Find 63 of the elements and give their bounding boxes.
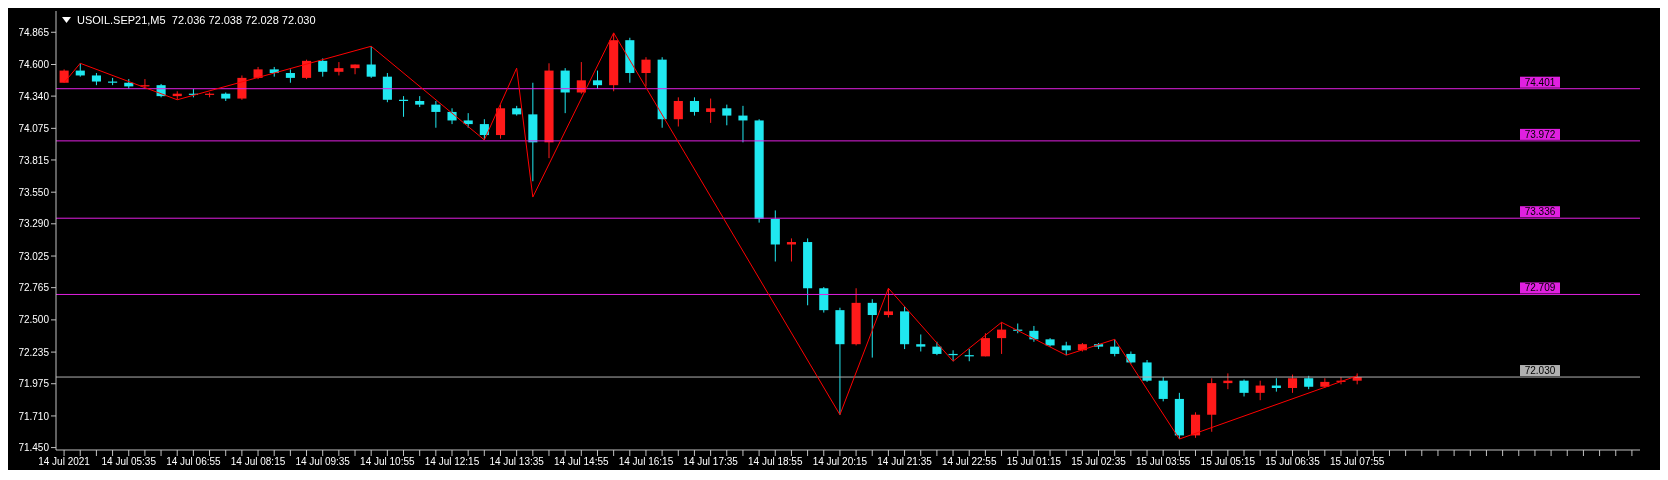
y-tick-label: 71.450 <box>18 442 50 454</box>
x-tick-label: 14 Jul 09:35 <box>295 456 351 468</box>
candlestick <box>867 298 877 359</box>
x-tick-label: 14 Jul 12:15 <box>424 456 480 468</box>
candlestick <box>1287 374 1298 394</box>
y-tick-label: 72.500 <box>18 314 50 326</box>
ref-line-label: 72.709 <box>1524 282 1556 294</box>
candlestick <box>706 98 716 124</box>
x-tick-label: 14 Jul 22:55 <box>941 456 997 468</box>
candlestick <box>673 96 683 128</box>
x-tick-label: 15 Jul 01:15 <box>1006 456 1062 468</box>
candlestick <box>334 61 344 76</box>
y-tick-label: 73.550 <box>18 186 50 198</box>
y-tick-label: 73.815 <box>18 154 50 166</box>
y-tick-label: 74.865 <box>18 26 50 38</box>
candlestick <box>689 96 700 117</box>
candlestick <box>722 104 732 126</box>
x-tick-label: 14 Jul 08:15 <box>230 456 286 468</box>
candlestick <box>738 105 748 143</box>
x-tick-label: 14 Jul 06:55 <box>166 456 222 468</box>
y-tick-label: 71.975 <box>18 378 50 390</box>
x-tick-label: 15 Jul 02:35 <box>1071 456 1127 468</box>
candlestick <box>302 59 312 80</box>
candlestick <box>819 286 829 314</box>
x-tick-label: 14 Jul 17:35 <box>683 456 739 468</box>
y-tick-label: 71.710 <box>18 410 50 422</box>
candlestick <box>366 45 376 79</box>
y-tick-label: 72.235 <box>18 346 50 358</box>
candlestick <box>883 287 893 318</box>
x-tick-label: 14 Jul 18:55 <box>748 456 803 468</box>
chart-title: USOIL.SEP21,M5 72.036 72.038 72.028 72.030 <box>77 14 316 26</box>
ref-line-label: 73.336 <box>1524 206 1556 218</box>
candlestick <box>479 118 489 141</box>
x-tick-label: 15 Jul 07:55 <box>1329 456 1385 468</box>
x-tick-label: 14 Jul 13:35 <box>489 456 545 468</box>
ref-line-label: 72.030 <box>1524 365 1556 377</box>
y-tick-label: 74.600 <box>18 59 50 71</box>
candlestick <box>431 100 441 129</box>
candlestick <box>1158 376 1168 402</box>
x-tick-label: 14 Jul 05:35 <box>101 456 157 468</box>
x-tick-label: 14 Jul 10:55 <box>360 456 416 468</box>
x-tick-label: 14 Jul 16:15 <box>618 456 674 468</box>
x-tick-label: 14 Jul 2021 <box>38 456 91 468</box>
ref-line-label: 73.972 <box>1524 128 1556 140</box>
y-tick-label: 73.290 <box>18 218 50 230</box>
candlestick <box>560 67 570 114</box>
x-tick-label: 14 Jul 21:35 <box>877 456 933 468</box>
x-tick-label: 15 Jul 06:35 <box>1265 456 1321 468</box>
candlestick <box>997 321 1007 355</box>
x-tick-label: 15 Jul 05:15 <box>1200 456 1256 468</box>
y-tick-label: 73.025 <box>18 250 50 262</box>
candlestick <box>1255 380 1265 401</box>
candlestick <box>318 57 328 78</box>
ref-line-label: 74.401 <box>1524 76 1556 88</box>
y-tick-label: 74.075 <box>18 122 50 134</box>
candlestick <box>382 72 392 103</box>
candlestick <box>641 56 651 87</box>
x-tick-label: 15 Jul 03:55 <box>1135 456 1191 468</box>
x-tick-label: 14 Jul 20:15 <box>812 456 868 468</box>
x-tick-label: 14 Jul 14:55 <box>554 456 609 468</box>
candlestick <box>592 70 603 90</box>
y-tick-label: 72.765 <box>18 282 50 294</box>
y-tick-label: 74.340 <box>18 90 50 102</box>
